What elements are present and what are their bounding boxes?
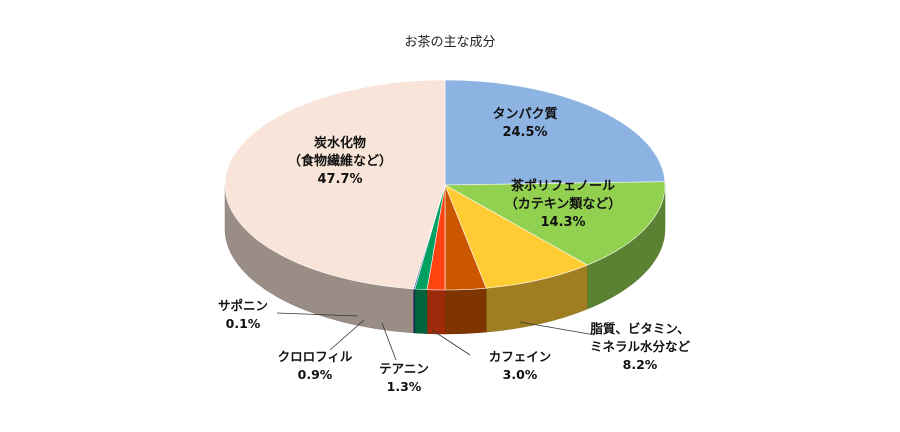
slice-labels: タンパク質 24.5% 茶ポリフェノール （カテキン類など） 14.3% 脂質、ビタミン、… [218,106,691,394]
leader-lines [276,312,596,361]
slice-top-2 [443,181,666,266]
slice-top-3 [444,184,589,289]
slice-value-label-7: 0.1% [226,316,261,331]
slice-value-label-2: 14.3% [540,215,585,230]
slice-name-label-3: ミネラル水分など [590,339,691,354]
slice-value-label-3: 8.2% [623,357,658,372]
leader-line-6 [329,319,365,351]
slice-name-label-8: 炭水化物 [314,135,366,151]
pie-depth-layer [224,184,666,335]
slice-name-label-2: （カテキン類など） [505,196,622,212]
slice-side-5 [426,289,446,335]
leader-line-4 [431,329,471,356]
slice-name-label-3: 脂質、ビタミン、 [589,321,689,336]
slice-name-label-4: カフェイン [489,349,552,364]
slice-name-label-7: サポニン [218,298,268,313]
chart-title: お茶の主な成分 [404,34,495,50]
slice-top-8 [224,79,446,290]
slice-value-label-5: 1.3% [387,379,422,394]
slice-name-label-6: クロロフィル [278,349,353,364]
slice-value-label-6: 0.9% [298,367,333,382]
leader-line-7 [276,312,359,317]
slice-name-label-1: タンパク質 [492,106,557,122]
slice-name-label-2: 茶ポリフェノール [511,178,615,194]
leader-line-5 [381,322,397,361]
slice-side-6 [414,288,428,334]
slice-name-label-8: （食物繊維など） [288,153,392,169]
slice-value-label-1: 24.5% [502,125,547,140]
slice-value-label-8: 47.7% [317,172,362,187]
leader-line-3 [519,321,596,336]
slice-side-4 [444,287,487,335]
slice-value-label-4: 3.0% [503,367,538,382]
slice-name-label-5: テアニン [379,361,429,376]
pie-top-layer [224,79,666,291]
slice-top-1 [444,79,666,186]
